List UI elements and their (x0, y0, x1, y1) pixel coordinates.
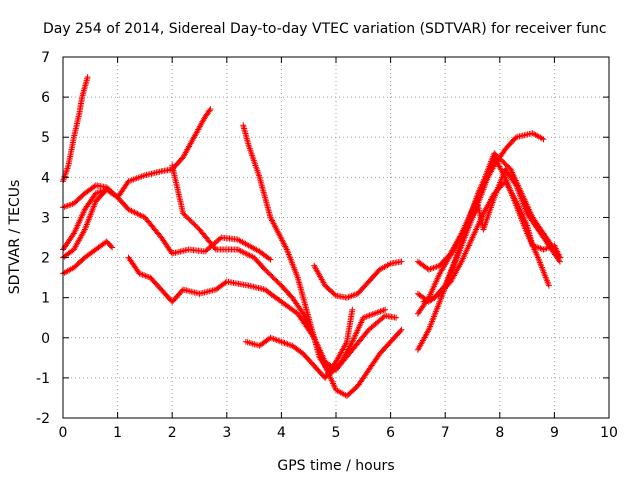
x-tick-label: 10 (600, 425, 618, 441)
x-tick-label: 1 (113, 425, 122, 441)
y-tick-label: 3 (41, 210, 50, 226)
x-tick-label: 0 (59, 425, 68, 441)
x-tick-label: 4 (277, 425, 286, 441)
chart-title: Day 254 of 2014, Sidereal Day-to-day VTE… (43, 21, 607, 37)
y-tick-label: 1 (41, 291, 50, 307)
data-series (60, 74, 563, 399)
series-track-15 (414, 166, 563, 317)
x-tick-label: 2 (168, 425, 177, 441)
x-tick-label: 8 (495, 425, 504, 441)
y-tick-label: 2 (41, 251, 50, 267)
y-tick-label: 4 (41, 170, 50, 186)
axis-ticks: 0 1 2 3 4 5 6 7 8 9 10 -2 -1 0 1 2 3 4 5 6 7 (36, 50, 618, 441)
y-axis-label: SDTVAR / TECUs (7, 180, 23, 295)
x-tick-label: 7 (441, 425, 450, 441)
series-track-8 (240, 122, 389, 377)
y-tick-label: 5 (41, 130, 50, 146)
series-track-10 (311, 258, 405, 301)
x-tick-label: 5 (332, 425, 341, 441)
y-tick-label: 0 (41, 331, 50, 347)
y-tick-label: 7 (41, 50, 50, 66)
x-tick-label: 6 (386, 425, 395, 441)
y-tick-label: -2 (36, 411, 50, 427)
y-tick-label: -1 (36, 371, 50, 387)
x-axis-label: GPS time / hours (277, 458, 394, 474)
series-track-9 (242, 306, 356, 381)
x-tick-label: 3 (222, 425, 231, 441)
x-tick-label: 9 (550, 425, 559, 441)
y-tick-label: 6 (41, 90, 50, 106)
